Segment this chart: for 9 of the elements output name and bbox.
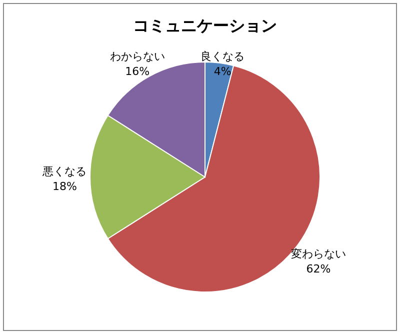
slice-label: 悪くなる [42,165,87,178]
data-label: 62% [306,262,331,276]
slice-label: 良くなる [200,50,245,63]
data-label: 4% [214,65,232,78]
slice-label: 変わらない [291,247,346,260]
data-label: 18% [52,180,77,193]
slice-label: わからない [110,50,165,63]
data-label: 16% [125,65,150,78]
chart-title: コミュニケーション [133,16,277,35]
